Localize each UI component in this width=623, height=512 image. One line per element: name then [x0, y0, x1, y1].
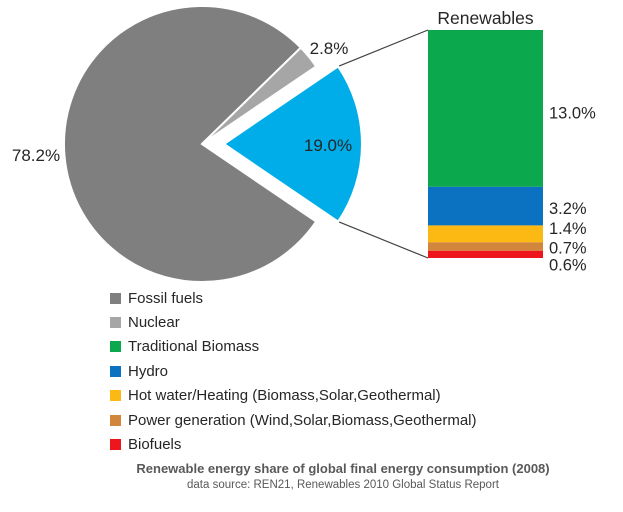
- caption-source: data source: REN21, Renewables 2010 Glob…: [187, 479, 499, 491]
- legend-item-nuclear: Nuclear: [110, 310, 477, 334]
- caption-title: Renewable energy share of global final e…: [136, 461, 550, 476]
- legend-label: Hot water/Heating (Biomass,Solar,Geother…: [128, 387, 441, 405]
- bar-label-hydro: 3.2%: [549, 200, 587, 218]
- legend-label: Power generation (Wind,Solar,Biomass,Geo…: [128, 411, 477, 429]
- nuclear-swatch-icon: [110, 317, 121, 329]
- leader-line-top: [337, 29, 429, 67]
- hot-water-heating-biomass-solar-geothermal-swatch-icon: [110, 390, 121, 402]
- legend-label: Traditional Biomass: [128, 338, 260, 356]
- bar-label-traditional-biomass: 13.0%: [549, 105, 596, 123]
- legend-item-hot-water-heating-biomass-solar-geothermal: Hot water/Heating (Biomass,Solar,Geother…: [110, 384, 477, 408]
- bar-segment-traditional-biomass: [428, 30, 543, 187]
- bar-segment-power-generation-wind-solar-biomass-geothermal: [428, 242, 543, 251]
- legend-label: Fossil fuels: [128, 289, 204, 307]
- power-generation-wind-solar-biomass-geothermal-swatch-icon: [110, 414, 121, 426]
- legend-label: Hydro: [128, 362, 169, 380]
- chart-legend: Fossil fuels Nuclear Traditional Biomass Hy…: [110, 286, 477, 457]
- bar-label-power-generation-wind-solar-biomass-geothermal: 0.7%: [549, 240, 587, 258]
- traditional-biomass-swatch-icon: [110, 341, 121, 353]
- bar-segment-hydro: [428, 186, 543, 226]
- bar-label-hot-water-heating-biomass-solar-geothermal: 1.4%: [549, 220, 587, 238]
- legend-item-power-generation-wind-solar-biomass-geothermal: Power generation (Wind,Solar,Biomass,Geo…: [110, 408, 477, 432]
- legend-item-fossil-fuels: Fossil fuels: [110, 286, 477, 310]
- hydro-swatch-icon: [110, 365, 121, 377]
- pie-slice-fossil-fuels: [62, 5, 318, 284]
- pie-slice-nuclear: [201, 46, 318, 145]
- bar-label-biofuels: 0.6%: [549, 257, 587, 275]
- pie-slice-renewables: [222, 65, 363, 223]
- leader-line-bottom: [337, 221, 429, 259]
- fossil-fuels-swatch-icon: [110, 292, 121, 304]
- legend-label: Nuclear: [128, 314, 180, 332]
- legend-item-biofuels: Biofuels: [110, 432, 477, 456]
- legend-item-hydro: Hydro: [110, 359, 477, 383]
- biofuels-swatch-icon: [110, 439, 121, 451]
- pie-label-renewables: 19.0%: [304, 136, 352, 155]
- bar-title: Renewables: [437, 8, 534, 28]
- pie-label-fossil-fuels: 78.2%: [12, 146, 60, 165]
- bar-segment-hot-water-heating-biomass-solar-geothermal: [428, 225, 543, 243]
- legend-label: Biofuels: [128, 436, 182, 454]
- pie-label-nuclear: 2.8%: [310, 39, 349, 58]
- bar-segment-biofuels: [428, 250, 543, 258]
- chart-caption: Renewable energy share of global final e…: [60, 461, 623, 491]
- legend-item-traditional-biomass: Traditional Biomass: [110, 335, 477, 359]
